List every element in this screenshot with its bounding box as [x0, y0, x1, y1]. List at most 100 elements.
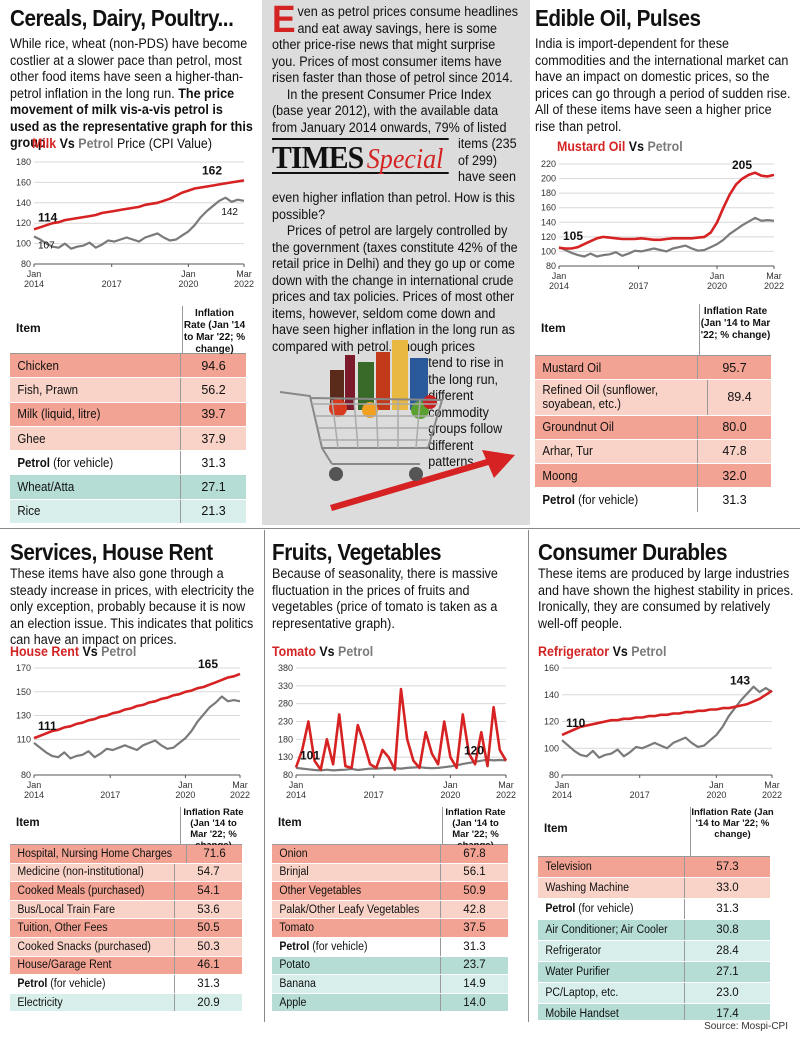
row-item-bold: Petrol	[542, 493, 575, 508]
series-line-petrol	[33, 196, 245, 250]
article-para-2: In the present Consumer Price Index (bas…	[272, 86, 507, 135]
panel-services: Services, House Rent These items have al…	[10, 540, 256, 1020]
x-tick-label: 2014	[552, 790, 572, 800]
row-item-suffix: (for vehicle)	[575, 903, 634, 915]
table-row: Cooked Meals (purchased) 54.1	[10, 882, 242, 901]
row-value: 47.8	[697, 439, 771, 464]
x-tick-label: Jan	[27, 269, 42, 279]
series-line-refrigerator	[561, 689, 773, 737]
x-tick-label: Jan	[552, 271, 567, 281]
row-item: Television	[545, 861, 592, 873]
row-item: Cooked Meals (purchased)	[17, 884, 145, 897]
panel-desc: These items have also gone through a ste…	[10, 566, 255, 647]
series-line-mustard-oil	[558, 171, 775, 250]
x-tick-label: 2022	[764, 281, 784, 291]
header-rate: Inflation Rate (Jan '14 to Mar '22; % ch…	[182, 306, 246, 355]
desc-text: While rice, wheat (non-PDS) have become …	[10, 36, 248, 101]
row-value: 54.1	[174, 882, 242, 900]
divider-h	[0, 528, 800, 529]
row-value: 39.7	[180, 402, 246, 426]
row-value: 31.3	[174, 975, 242, 993]
x-tick-label: Jan	[178, 780, 193, 790]
row-item: Petrol (for vehicle)	[10, 456, 166, 470]
row-value: 31.3	[697, 488, 771, 512]
row-item: Groundnut Oil	[542, 420, 614, 435]
table-row: Ghee 37.9	[10, 426, 246, 452]
chart-title-b: Petrol	[101, 644, 137, 659]
article-para-1: ven as petrol prices consume headlines a…	[272, 4, 518, 85]
y-tick-label: 160	[544, 663, 559, 673]
panel-edible: Edible Oil, Pulses India is import-depen…	[535, 6, 793, 526]
y-tick-label: 380	[278, 663, 293, 673]
row-item: Milk (liquid, litre)	[17, 407, 101, 422]
series-line-petrol	[33, 695, 241, 760]
x-tick-label: Jan	[181, 269, 196, 279]
desc-bold: The price movement of milk vis-a-vis pet…	[10, 85, 253, 151]
panel-durables: Consumer Durables These items are produc…	[538, 540, 796, 1020]
y-tick-label: 280	[278, 699, 293, 709]
row-value: 94.6	[180, 354, 246, 378]
row-value: 50.5	[174, 919, 242, 937]
series-line-petrol	[295, 758, 507, 772]
y-tick-label: 140	[16, 198, 31, 208]
x-tick-label: 2014	[24, 790, 44, 800]
row-item: Fish, Prawn	[17, 382, 79, 397]
chart-title: House Rent Vs Petrol	[10, 644, 137, 659]
table-row: Wheat/Atta 27.1	[10, 475, 246, 500]
table-row: Petrol (for vehicle) 31.3	[538, 899, 770, 920]
chart-title: Milk Vs Petrol Price (CPI Value)	[32, 136, 212, 151]
y-tick-label: 80	[283, 770, 293, 780]
row-item: Moong	[542, 468, 578, 483]
x-tick-label: 2020	[178, 279, 198, 289]
table-row: Moong 32.0	[535, 464, 771, 489]
row-item: Tomato	[279, 922, 315, 935]
y-tick-label: 160	[16, 177, 31, 187]
chart-title-b: Petrol	[647, 139, 683, 154]
table-row: Groundnut Oil 80.0	[535, 415, 771, 440]
row-value: 14.0	[440, 993, 508, 1012]
row-item-suffix: (for vehicle)	[309, 940, 368, 953]
table-row: Cooked Snacks (purchased) 50.3	[10, 937, 242, 957]
row-item: Palak/Other Leafy Vegetables	[279, 903, 420, 916]
panel-title: Consumer Durables	[538, 540, 728, 565]
table-row: Bus/Local Train Fare 53.6	[10, 900, 242, 920]
cart-wheel-left	[329, 467, 343, 481]
data-label-end: 162	[202, 163, 222, 177]
y-tick-label: 160	[541, 203, 556, 213]
x-tick-label: 2014	[549, 281, 569, 291]
row-value: 67.8	[440, 845, 508, 863]
series-line-house-rent	[33, 672, 241, 740]
row-item: Water Purifier	[545, 966, 610, 978]
y-tick-label: 180	[16, 157, 31, 167]
x-tick-label: 2022	[234, 279, 254, 289]
table-row: Arhar, Tur 47.8	[535, 439, 771, 465]
table-row: Medicine (non-institutional) 54.7	[10, 863, 242, 883]
table-header: Item Inflation Rate (Jan '14 to Mar '22; …	[272, 805, 508, 851]
y-tick-label: 230	[278, 717, 293, 727]
header-rate: Inflation Rate (Jan '14 to Mar '22; % ch…	[690, 807, 774, 857]
y-tick-label: 130	[278, 752, 293, 762]
data-label-end: 205	[732, 158, 752, 172]
data-label-start: 107	[38, 240, 55, 251]
x-tick-label: Jan	[555, 780, 570, 790]
table-row: Other Vegetables 50.9	[272, 882, 508, 901]
article-para-2b: items (235 of 299) have seen	[458, 136, 517, 184]
row-item: Hospital, Nursing Home Charges	[17, 847, 173, 860]
row-value: 80.0	[697, 415, 771, 439]
row-item: Air Conditioner; Air Cooler	[545, 924, 668, 936]
row-value: 21.3	[180, 499, 246, 524]
row-item: Petrol (for vehicle)	[10, 978, 161, 990]
y-tick-label: 140	[541, 217, 556, 227]
table-header: Item Inflation Rate (Jan '14 to Mar '22; …	[538, 805, 774, 857]
header-item: Item	[278, 817, 302, 829]
table-row: Mustard Oil 95.7	[535, 356, 771, 381]
series-line-petrol	[561, 685, 773, 759]
x-tick-label: 2017	[364, 790, 384, 800]
y-tick-label: 330	[278, 681, 293, 691]
table-row: Refrigerator 28.4	[538, 941, 770, 962]
x-tick-label: Jan	[709, 780, 724, 790]
row-item: Potato	[279, 959, 310, 972]
row-value: 89.4	[707, 380, 771, 415]
table-row: Chicken 94.6	[10, 354, 246, 379]
